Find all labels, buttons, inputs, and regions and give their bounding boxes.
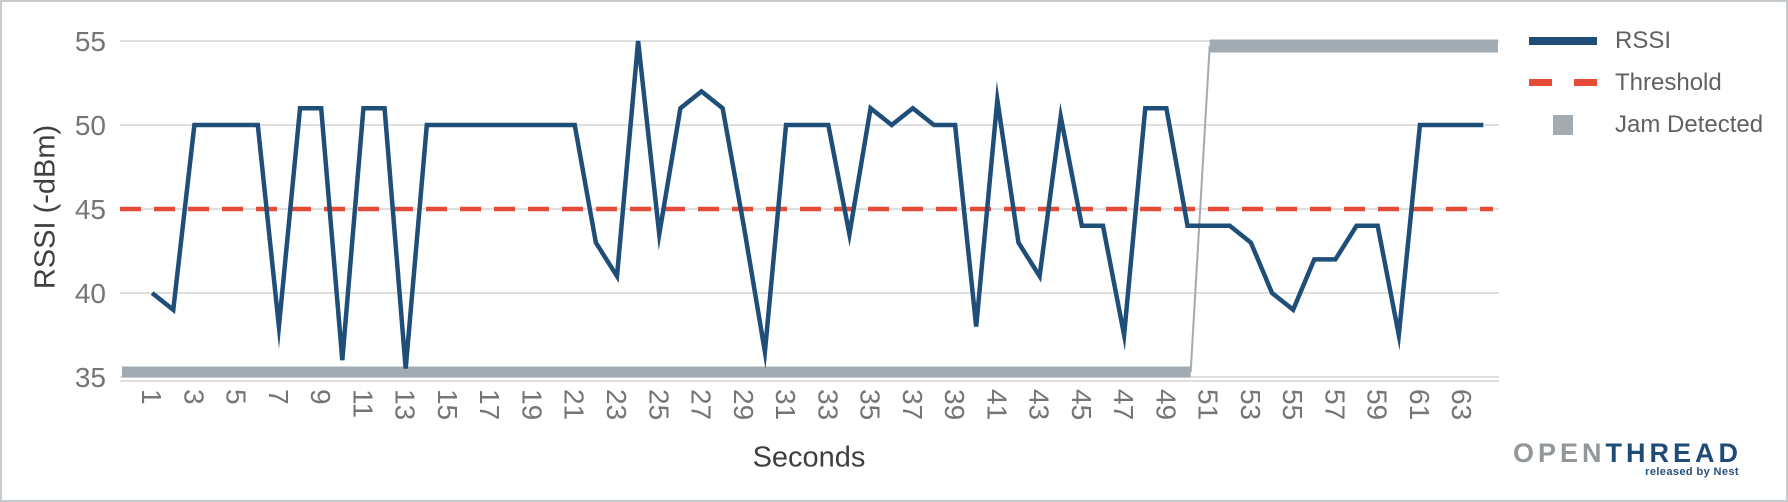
svg-text:23: 23 [601,389,632,420]
svg-text:49: 49 [1150,389,1181,420]
svg-text:43: 43 [1024,389,1055,420]
rssi-line [150,40,1484,370]
logo-wordmark: OPENTHREAD [1513,438,1742,469]
legend-item-threshold: Threshold [1529,68,1763,96]
svg-text:45: 45 [1066,389,1097,420]
rssi-line-icon [1529,36,1597,45]
svg-text:35: 35 [75,362,106,393]
logo-open-text: OPEN [1512,438,1606,468]
svg-text:9: 9 [305,389,336,405]
y-axis-tick-labels: 55 50 45 40 35 [75,26,106,393]
jam-step-connector [1189,45,1211,373]
svg-text:35: 35 [855,389,886,420]
svg-text:31: 31 [770,389,801,420]
rssi-line-swatch-wrap [1529,36,1597,45]
svg-text:53: 53 [1235,389,1266,420]
svg-text:47: 47 [1108,389,1139,420]
svg-text:55: 55 [1277,389,1308,420]
legend-label-rssi: RSSI [1615,26,1672,54]
svg-text:45: 45 [75,194,106,225]
logo-tagline: released by Nest [1645,466,1739,478]
svg-text:11: 11 [347,389,378,418]
svg-text:55: 55 [75,26,106,57]
svg-text:13: 13 [390,389,421,420]
svg-text:5: 5 [221,389,252,405]
svg-text:21: 21 [559,389,590,420]
svg-text:1: 1 [136,389,167,405]
svg-text:39: 39 [939,389,970,420]
legend: RSSI Threshold Jam Detected [1529,26,1764,138]
svg-text:33: 33 [812,389,843,420]
legend-label-jam-detected: Jam Detected [1615,110,1764,138]
jam-swatch-wrap [1529,114,1597,135]
svg-text:59: 59 [1362,389,1393,420]
threshold-dash-icon [1529,79,1597,86]
svg-text:27: 27 [686,389,717,420]
svg-text:29: 29 [728,389,759,420]
svg-text:57: 57 [1319,389,1350,420]
svg-text:40: 40 [75,278,106,309]
svg-text:7: 7 [263,389,294,405]
jam-detected-series [122,39,1498,378]
svg-text:25: 25 [643,389,674,420]
x-axis-tick-labels: 1 3 5 7 9 11 13 15 17 19 21 23 25 27 29 31 33 35 37 39 41 43 4… [136,389,1477,420]
x-axis-title: Seconds [752,441,866,474]
svg-text:41: 41 [981,389,1012,420]
jam-square-icon [1553,114,1573,135]
y-axis-title: RSSI (-dBm) [29,124,62,290]
svg-text:17: 17 [474,389,505,420]
svg-text:50: 50 [75,110,106,141]
svg-text:15: 15 [432,389,463,420]
svg-text:3: 3 [178,389,209,405]
svg-text:19: 19 [516,389,547,420]
logo-thread-text: THREAD [1605,438,1742,468]
openthread-logo: OPENTHREAD released by Nest [1513,438,1742,478]
svg-text:51: 51 [1193,389,1224,420]
svg-text:63: 63 [1446,389,1477,420]
legend-label-threshold: Threshold [1615,68,1722,96]
threshold-swatch-wrap [1529,79,1597,86]
svg-text:61: 61 [1404,389,1435,420]
legend-item-rssi: RSSI [1529,26,1763,54]
legend-item-jam-detected: Jam Detected [1529,110,1764,138]
svg-text:37: 37 [897,389,928,420]
